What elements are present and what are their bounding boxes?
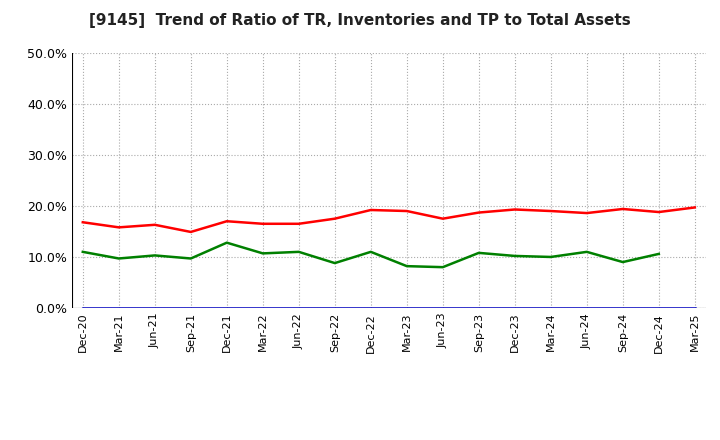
Trade Receivables [150,222,159,227]
Inventories [366,305,375,311]
Inventories [114,305,123,311]
Inventories [330,305,339,311]
Inventories [546,305,555,311]
Trade Payables [150,253,159,258]
Inventories [438,305,447,311]
Trade Payables [654,251,663,257]
Inventories [78,305,87,311]
Trade Payables [294,249,303,254]
Inventories [582,305,591,311]
Trade Receivables [438,216,447,221]
Trade Payables [510,253,519,259]
Inventories [654,305,663,311]
Inventories [510,305,519,311]
Inventories [222,305,231,311]
Trade Receivables [78,220,87,225]
Trade Receivables [222,219,231,224]
Trade Payables [546,254,555,260]
Trade Receivables [258,221,267,227]
Inventories [690,305,699,311]
Trade Payables [402,264,411,269]
Trade Receivables [114,225,123,230]
Trade Receivables [618,206,627,212]
Trade Payables [78,249,87,254]
Trade Receivables [690,205,699,210]
Trade Payables [438,264,447,270]
Text: [9145]  Trend of Ratio of TR, Inventories and TP to Total Assets: [9145] Trend of Ratio of TR, Inventories… [89,13,631,28]
Inventories [294,305,303,311]
Trade Receivables [402,209,411,214]
Trade Receivables [294,221,303,227]
Trade Payables [582,249,591,254]
Trade Payables [474,250,483,256]
Trade Payables [330,260,339,266]
Inventories [402,305,411,311]
Trade Receivables [546,209,555,214]
Line: Trade Receivables: Trade Receivables [83,207,695,232]
Inventories [150,305,159,311]
Trade Receivables [510,207,519,212]
Trade Receivables [654,209,663,215]
Trade Receivables [366,207,375,213]
Trade Receivables [186,229,195,235]
Inventories [474,305,483,311]
Trade Payables [114,256,123,261]
Trade Payables [366,249,375,254]
Trade Receivables [582,210,591,216]
Trade Payables [258,251,267,256]
Trade Receivables [330,216,339,221]
Trade Payables [186,256,195,261]
Trade Receivables [474,210,483,215]
Inventories [258,305,267,311]
Trade Payables [222,240,231,246]
Line: Trade Payables: Trade Payables [83,243,659,267]
Inventories [186,305,195,311]
Trade Payables [618,260,627,265]
Inventories [618,305,627,311]
